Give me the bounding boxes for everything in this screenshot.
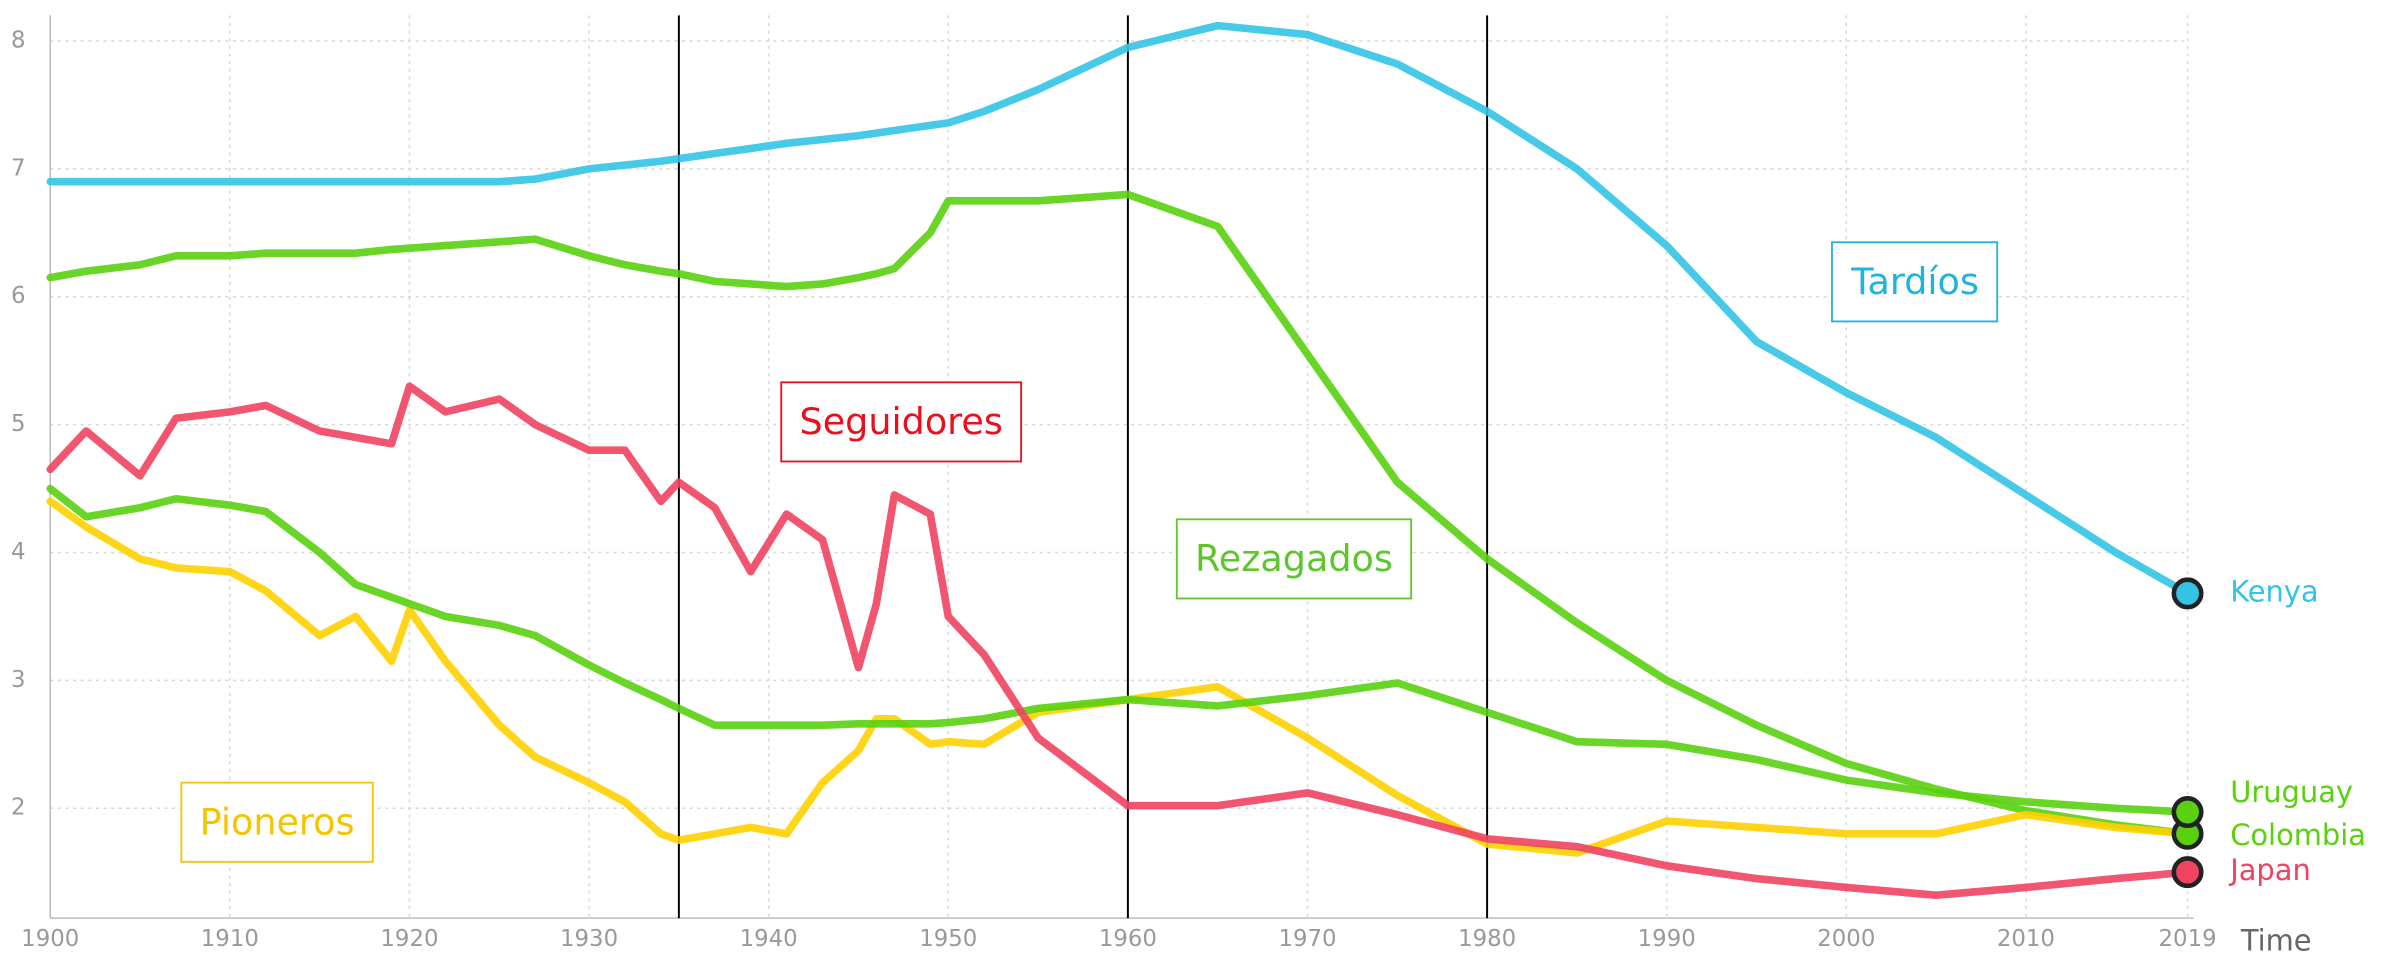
- x-axis-label: Time: [2240, 924, 2312, 958]
- y-tick-label: 3: [11, 667, 26, 693]
- y-tick-label: 7: [11, 155, 26, 181]
- end-marker: [2171, 856, 2204, 889]
- series-line: [46, 484, 2192, 816]
- end-marker: [2171, 577, 2204, 610]
- y-tick-label: 6: [11, 283, 26, 309]
- x-tick-label: 2010: [1997, 926, 2055, 952]
- annotation: Tardíos: [1831, 241, 1999, 323]
- x-tick-label: 1960: [1099, 926, 1157, 952]
- x-tick-label: 1940: [740, 926, 798, 952]
- series-line: [46, 382, 2192, 899]
- y-tick-label: 5: [11, 411, 26, 437]
- annotation-box: [1175, 518, 1413, 600]
- annotation-text: Seguidores: [800, 400, 1003, 443]
- annotation-box: [780, 381, 1023, 463]
- annotation: Pioneros: [180, 781, 374, 863]
- x-tick-label: 1900: [21, 926, 79, 952]
- annotation-box: [180, 781, 374, 863]
- y-tick-label: 8: [11, 28, 26, 54]
- x-tick-label: 1950: [919, 926, 977, 952]
- series-label: Colombia: [2230, 818, 2366, 852]
- x-tick-label: 1980: [1458, 926, 1516, 952]
- x-tick-label: 1910: [201, 926, 259, 952]
- annotation-text: Tardíos: [1850, 260, 1979, 303]
- y-tick-label: 4: [11, 539, 26, 565]
- x-tick-label: 1990: [1638, 926, 1696, 952]
- series-label: Kenya: [2230, 574, 2318, 608]
- annotation: Seguidores: [780, 381, 1023, 463]
- x-tick-label: 1930: [560, 926, 618, 952]
- series-line: [46, 21, 2192, 598]
- annotation-text: Pioneros: [200, 800, 355, 843]
- annotation: Rezagados: [1175, 518, 1413, 600]
- series-line: [46, 497, 2192, 857]
- annotation-text: Rezagados: [1195, 537, 1393, 580]
- x-tick-label: 1920: [380, 926, 438, 952]
- x-tick-label: 1970: [1278, 926, 1336, 952]
- series-line: [46, 190, 2192, 838]
- x-tick-label: 2000: [1817, 926, 1875, 952]
- series-label: Japan: [2228, 853, 2311, 887]
- y-tick-label: 2: [11, 795, 26, 821]
- x-tick-label: 2019: [2159, 926, 2217, 952]
- end-marker: [2171, 796, 2204, 829]
- annotation-box: [1831, 241, 1999, 323]
- series-label: Uruguay: [2230, 775, 2353, 809]
